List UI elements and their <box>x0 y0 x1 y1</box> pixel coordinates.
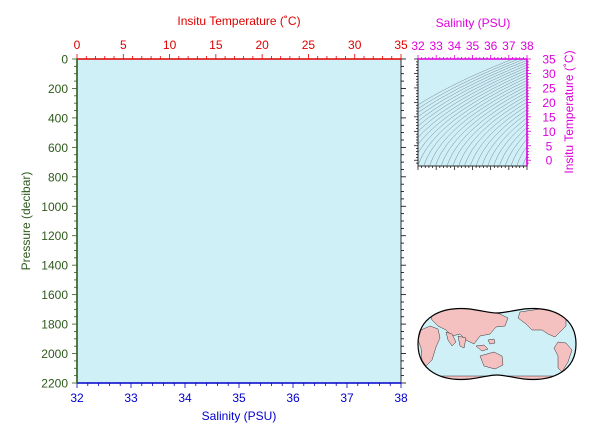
temperature-tick-label: 0 <box>74 38 81 52</box>
pressure-tick-label: 1200 <box>41 229 68 243</box>
salinity-axis-ticks: 32 33 34 35 36 37 38 <box>70 382 408 405</box>
map-land-indonesia <box>475 338 496 352</box>
map-outline <box>417 307 577 381</box>
temperature-tick-label: 10 <box>163 38 177 52</box>
density-contour <box>435 86 527 166</box>
ts-salinity-tick-label: 37 <box>502 39 516 53</box>
pressure-tick-label: 200 <box>48 82 68 96</box>
temperature-tick-label: 25 <box>302 38 316 52</box>
temperature-tick-label: 30 <box>348 38 362 52</box>
ts-salinity-tick-label: 35 <box>466 39 480 53</box>
pressure-tick-label: 400 <box>48 111 68 125</box>
density-contour <box>418 74 527 154</box>
density-contour <box>510 138 527 166</box>
density-contour <box>418 59 525 113</box>
pressure-tick-label: 2000 <box>41 347 68 361</box>
map-land-australia <box>479 351 504 370</box>
ts-temperature-tick-label: 20 <box>542 96 556 110</box>
ts-salinity-tick-label: 38 <box>520 39 534 53</box>
density-contour <box>505 132 527 166</box>
profile-panel: 0 5 10 15 20 25 30 35 32 33 34 35 36 37 38 0 200 400 600… <box>19 14 408 423</box>
density-contour <box>499 127 527 166</box>
salinity-axis-label: Salinity (PSU) <box>202 409 277 423</box>
pressure-tick-label: 0 <box>61 53 68 67</box>
density-contour <box>475 109 527 166</box>
pressure-axis-label: Pressure (decibar) <box>19 172 33 271</box>
world-map-icon <box>417 307 577 381</box>
ts-temperature-tick-label: 30 <box>542 67 556 81</box>
density-contour <box>470 105 527 166</box>
ts-temperature-tick-label: 10 <box>542 125 556 139</box>
ts-temperature-tick-label: 35 <box>542 53 556 67</box>
density-contour <box>429 83 527 166</box>
density-contour <box>418 77 527 166</box>
density-contour <box>481 113 527 166</box>
density-contour <box>423 80 527 166</box>
pressure-tick-label: 2200 <box>41 377 68 391</box>
salinity-tick-label: 32 <box>70 391 84 405</box>
profile-plot-area <box>76 58 402 384</box>
density-contour <box>458 98 527 166</box>
density-contour <box>516 146 527 166</box>
density-contour <box>418 69 527 138</box>
ts-temperature-axis-label: Insitu Temperature (˚C) <box>562 50 576 173</box>
temperature-tick-label: 15 <box>209 38 223 52</box>
density-contour <box>441 88 527 166</box>
density-contour <box>418 59 519 109</box>
ts-salinity-tick-label: 32 <box>411 39 425 53</box>
density-contour <box>418 64 527 127</box>
temperature-axis-label: Insitu Temperature (˚C) <box>177 14 300 28</box>
pressure-tick-label: 1400 <box>41 259 68 273</box>
ts-salinity-tick-label: 33 <box>429 39 443 53</box>
pressure-tick-label: 1800 <box>41 318 68 332</box>
temperature-tick-label: 35 <box>394 38 408 52</box>
ts-salinity-axis-ticks: 32 33 34 35 36 37 38 <box>411 39 534 60</box>
ts-salinity-tick-label: 36 <box>484 39 498 53</box>
ts-temperature-tick-label: 5 <box>546 139 553 153</box>
density-contour <box>418 60 527 118</box>
salinity-tick-label: 37 <box>340 391 354 405</box>
ts-temperature-tick-label: 0 <box>546 154 553 168</box>
density-contour <box>418 59 513 106</box>
ts-plot-area <box>417 58 528 167</box>
salinity-tick-label: 36 <box>286 391 300 405</box>
pressure-tick-label: 600 <box>48 141 68 155</box>
pressure-axis-ticks: 0 200 400 600 800 1000 1200 1400 1600 1800 2000 220… <box>41 53 78 391</box>
density-contour <box>522 155 527 166</box>
salinity-tick-label: 33 <box>124 391 138 405</box>
map-land-india <box>445 331 467 349</box>
map-land-antarctica <box>418 375 576 380</box>
ts-temperature-tick-label: 25 <box>542 81 556 95</box>
density-contour <box>493 122 527 166</box>
density-contour <box>418 62 527 122</box>
density-contour <box>487 117 527 166</box>
density-contour <box>418 72 527 145</box>
right-frame-ticks <box>401 58 406 384</box>
density-contour <box>464 101 527 166</box>
temperature-axis-ticks: 0 5 10 15 20 25 30 35 <box>74 38 408 60</box>
ts-salinity-tick-label: 34 <box>448 39 462 53</box>
salinity-tick-label: 35 <box>232 391 246 405</box>
salinity-tick-label: 38 <box>394 391 408 405</box>
pressure-tick-label: 1600 <box>41 288 68 302</box>
ts-temperature-tick-label: 15 <box>542 110 556 124</box>
temperature-tick-label: 20 <box>255 38 269 52</box>
salinity-tick-label: 34 <box>178 391 192 405</box>
ts-salinity-axis-label: Salinity (PSU) <box>436 16 511 30</box>
density-contour <box>452 95 527 166</box>
density-contour <box>446 92 527 166</box>
ts-frame-ticks <box>414 58 528 170</box>
pressure-tick-label: 800 <box>48 170 68 184</box>
density-contour <box>418 67 527 132</box>
map-land-africa <box>418 325 441 367</box>
pressure-tick-label: 1000 <box>41 200 68 214</box>
temperature-tick-label: 5 <box>120 38 127 52</box>
density-contours <box>418 59 527 166</box>
